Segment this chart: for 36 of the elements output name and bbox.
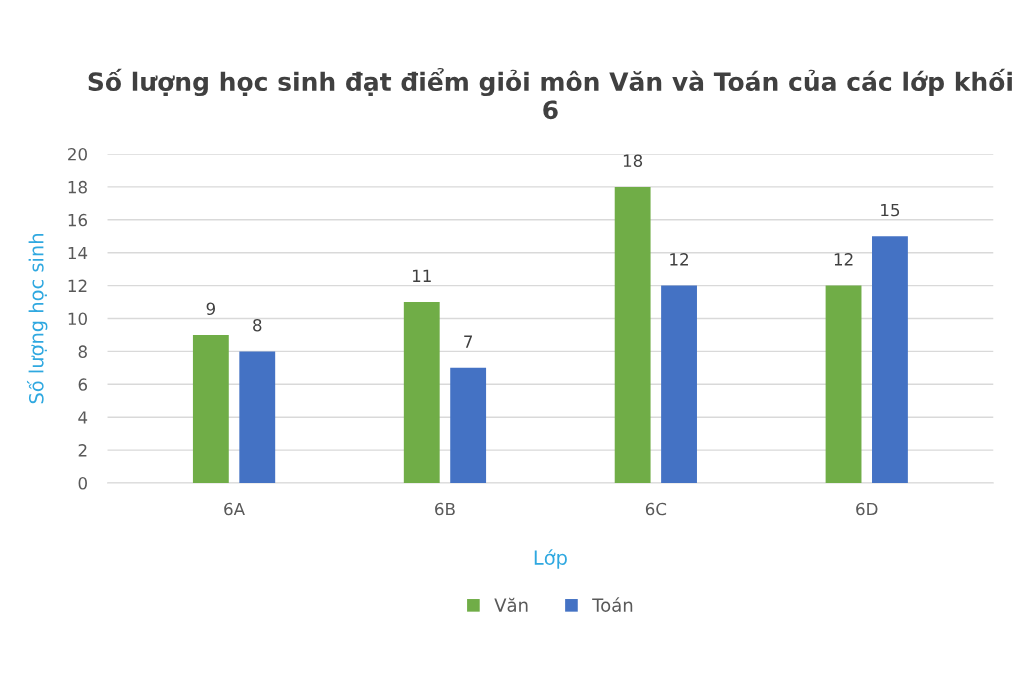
bar xyxy=(239,351,276,483)
y-tick-label: 4 xyxy=(78,411,88,424)
x-tick-label: 6D xyxy=(856,502,878,516)
data-label: 11 xyxy=(412,269,431,282)
y-tick-label: 2 xyxy=(78,444,87,457)
bar xyxy=(450,367,487,483)
legend-label: Văn xyxy=(494,597,528,612)
data-label: 15 xyxy=(881,203,900,217)
data-label: 18 xyxy=(623,154,643,167)
y-tick-label: 12 xyxy=(68,279,87,292)
bar xyxy=(192,334,229,483)
data-label: 12 xyxy=(670,253,688,266)
data-label: 8 xyxy=(253,318,262,332)
y-axis-title: Số lượng học sinh xyxy=(26,234,48,404)
y-tick-label: 14 xyxy=(68,246,88,260)
y-tick-label: 20 xyxy=(68,147,87,161)
y-tick-label: 0 xyxy=(78,476,87,490)
x-tick-label: 6A xyxy=(224,502,245,516)
y-tick-label: 10 xyxy=(68,312,87,326)
y-tick-label: 8 xyxy=(78,345,87,358)
x-tick-label: 6B xyxy=(435,502,455,516)
x-tick-label: 6C xyxy=(645,502,667,516)
data-label: 12 xyxy=(834,253,853,266)
bar xyxy=(403,302,440,483)
legend-label: Toán xyxy=(592,597,633,612)
y-tick-label: 6 xyxy=(78,378,88,391)
bar xyxy=(661,285,697,483)
bar xyxy=(825,285,862,483)
bar xyxy=(614,186,651,483)
y-tick-label: 18 xyxy=(68,180,87,194)
data-label: 9 xyxy=(206,302,215,316)
bar xyxy=(872,236,908,483)
y-tick-label: 16 xyxy=(68,213,88,227)
chart-title: Số lượng học sinh đạt điểm giỏi môn Văn và Toán của các lớp khối 6 xyxy=(88,67,1012,120)
x-axis-title: Lớp xyxy=(534,549,567,569)
data-label: 7 xyxy=(464,335,473,348)
